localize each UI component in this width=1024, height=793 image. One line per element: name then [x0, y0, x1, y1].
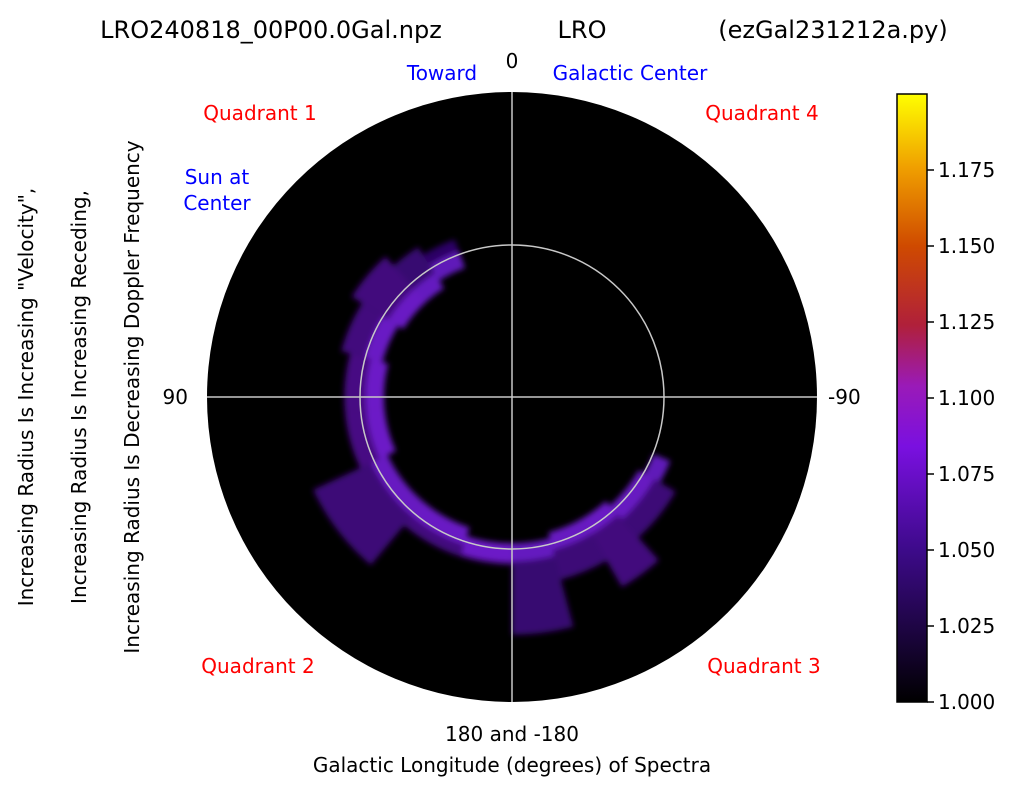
emission-core [371, 455, 424, 517]
quadrant-1-label: Quadrant 1 [203, 101, 316, 125]
colorbar-ticks: 1.000 1.025 1.050 1.075 1.100 1.125 1.150 1.175 [927, 158, 995, 714]
emission-core [414, 272, 445, 302]
colorbar-tick-label: 1.050 [938, 538, 995, 562]
emission-core [429, 250, 466, 281]
polar-grid [207, 92, 817, 702]
colorbar-tick-label: 1.125 [938, 310, 995, 334]
colorbar-gradient [896, 93, 928, 703]
angle-label-left: 90 [163, 385, 188, 409]
y-label-line-3: Increasing Radius Is Decreasing Doppler … [120, 140, 144, 653]
annotation-sun-line-2: Center [183, 191, 251, 215]
emission-core [366, 408, 396, 459]
y-label-line-1: Increasing Radius Is Increasing "Velocit… [14, 188, 38, 607]
header-site: LRO [558, 16, 607, 44]
emission-core [644, 454, 671, 483]
quadrant-4-label: Quadrant 4 [705, 101, 818, 125]
colorbar-tick-label: 1.000 [938, 690, 995, 714]
colorbar-tick-label: 1.075 [938, 462, 995, 486]
header-program: (ezGal231212a.py) [718, 16, 947, 44]
y-label-line-2: Increasing Radius Is Increasing Receding… [67, 190, 91, 604]
quadrant-3-label: Quadrant 3 [707, 654, 820, 678]
grid-ring-inner [359, 244, 665, 550]
annotation-galactic-center: Galactic Center [553, 61, 708, 85]
header-file: LRO240818_00P00.0Gal.npz [100, 16, 442, 44]
x-axis-label: Galactic Longitude (degrees) of Spectra [313, 753, 711, 777]
emission-segment [512, 538, 574, 635]
polar-plot [207, 92, 817, 702]
annotation-sun-line-1: Sun at [185, 165, 250, 189]
colorbar-tick-label: 1.175 [938, 158, 995, 182]
emission-core [364, 316, 399, 363]
colorbar-tick-label: 1.150 [938, 234, 995, 258]
colorbar: 1.000 1.025 1.050 1.075 1.100 1.125 1.150 1.175 [896, 93, 995, 714]
angle-label-right: -90 [828, 385, 861, 409]
emission-core [387, 288, 427, 330]
quadrant-2-label: Quadrant 2 [201, 654, 314, 678]
emission-core [609, 470, 655, 520]
emission-core [461, 536, 512, 562]
colorbar-tick-label: 1.025 [938, 614, 995, 638]
emission-segment [609, 470, 676, 538]
angle-label-top: 0 [506, 49, 519, 73]
emission-core [412, 502, 470, 545]
colorbar-tick-label: 1.100 [938, 386, 995, 410]
emission-core [512, 538, 555, 562]
annotation-toward: Toward [406, 61, 477, 85]
angle-label-bottom: 180 and -180 [445, 722, 579, 746]
